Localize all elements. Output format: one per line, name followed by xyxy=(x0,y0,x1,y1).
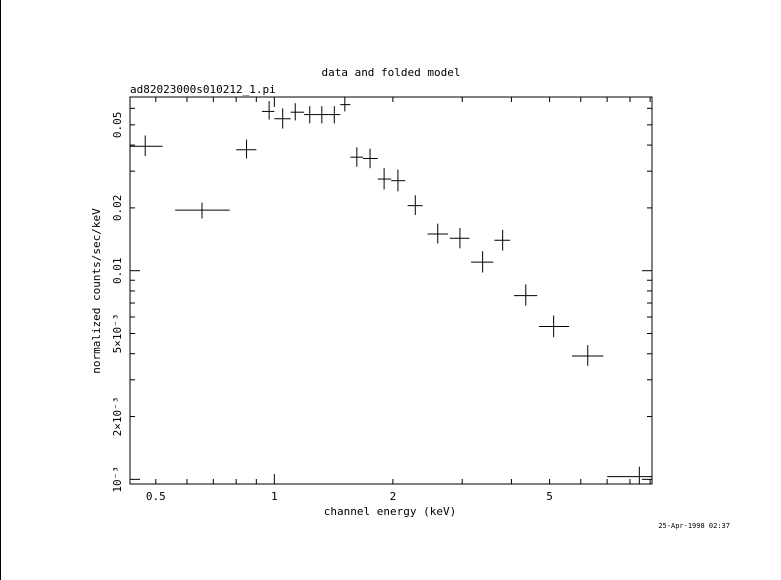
x-tick-label: 0.5 xyxy=(146,490,166,503)
data-point xyxy=(391,169,406,192)
chart-subtitle: ad82023000s010212_1.pi xyxy=(130,83,276,96)
data-point xyxy=(316,106,329,124)
axis-tick-labels: 0.5 1 2 5 10⁻³ 2×10⁻³ 5×10⁻³ 0.01 0.02 0.05 xyxy=(111,112,553,503)
x-tick-label: 2 xyxy=(390,490,397,503)
data-point xyxy=(363,148,378,169)
data-point xyxy=(539,315,569,338)
y-tick-label: 0.02 xyxy=(111,195,124,222)
data-point xyxy=(407,195,423,215)
axis-ticks xyxy=(130,97,652,484)
window-edge xyxy=(0,0,1,580)
data-point xyxy=(471,251,494,273)
y-tick-label: 5×10⁻³ xyxy=(111,314,124,354)
y-axis-label: normalized counts/sec/keV xyxy=(90,208,103,374)
data-point xyxy=(130,135,163,156)
data-point xyxy=(304,106,317,124)
data-point xyxy=(340,97,351,112)
y-tick-label: 0.05 xyxy=(111,112,124,139)
data-point xyxy=(290,103,305,121)
x-tick-label: 5 xyxy=(546,490,553,503)
data-point xyxy=(607,466,652,484)
data-point xyxy=(427,223,448,244)
data-point xyxy=(494,229,511,251)
data-point xyxy=(449,228,470,249)
y-tick-label: 2×10⁻³ xyxy=(111,397,124,437)
data-point xyxy=(328,106,341,124)
timestamp: 25-Apr-1998 02:37 xyxy=(658,522,730,530)
data-point xyxy=(236,139,257,159)
plot-frame xyxy=(129,96,653,485)
chart-title: data and folded model xyxy=(321,66,460,79)
data-point xyxy=(175,202,230,219)
data-point xyxy=(513,284,538,306)
data-point xyxy=(377,168,392,190)
data-point xyxy=(261,101,275,120)
data-point xyxy=(571,345,604,366)
data-point xyxy=(274,108,291,129)
y-tick-label: 0.01 xyxy=(111,257,124,284)
y-tick-label: 10⁻³ xyxy=(111,466,124,493)
data-point xyxy=(350,147,364,167)
x-tick-label: 1 xyxy=(271,490,278,503)
data-points xyxy=(130,97,652,484)
x-axis-label: channel energy (keV) xyxy=(324,505,456,518)
